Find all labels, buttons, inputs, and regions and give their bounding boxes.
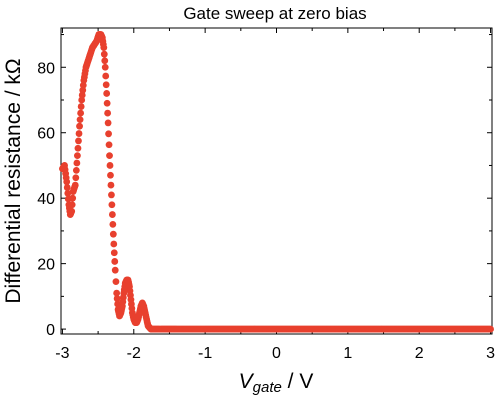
data-point: [104, 119, 112, 127]
x-tick-label: -3: [55, 345, 69, 362]
y-tick-label: 20: [37, 257, 55, 274]
data-point: [101, 63, 109, 71]
data-point: [74, 152, 81, 160]
data-point: [102, 81, 110, 89]
x-axis-label-sub: gate: [253, 379, 282, 396]
data-point: [108, 191, 115, 199]
data-point: [72, 174, 80, 182]
data-point: [113, 295, 121, 302]
data-point: [79, 86, 87, 94]
data-point: [64, 189, 72, 197]
data-point: [106, 162, 114, 169]
chart-title: Gate sweep at zero bias: [183, 4, 366, 23]
x-tick-label: 1: [343, 345, 352, 362]
data-point: [69, 194, 77, 202]
data-point: [112, 278, 120, 286]
data-point: [75, 137, 82, 145]
data-point: [111, 258, 119, 265]
data-point: [71, 181, 79, 189]
y-tick-label: 40: [37, 191, 55, 208]
data-point: [78, 91, 86, 99]
x-tick-label: -2: [127, 345, 141, 362]
data-point: [68, 201, 76, 209]
y-axis-label: Differential resistance / kΩ: [2, 58, 25, 303]
x-tick-label: 2: [415, 345, 424, 362]
data-point: [110, 249, 118, 257]
data-point: [78, 96, 86, 104]
data-point: [103, 99, 111, 107]
y-axis: 0 20 40 60 80: [37, 34, 492, 339]
data-point: [101, 57, 109, 65]
data-point: [63, 184, 71, 191]
data-series: [59, 31, 494, 333]
data-point: [73, 159, 81, 167]
data-point: [76, 116, 84, 124]
x-axis-label-unit: / V: [282, 370, 314, 393]
data-point: [72, 166, 80, 174]
data-point: [109, 230, 117, 238]
data-point: [105, 130, 112, 138]
data-point: [108, 211, 116, 218]
data-point: [63, 178, 71, 186]
x-axis-label-main: V: [239, 370, 255, 393]
y-tick-label: 0: [46, 322, 55, 339]
data-point: [76, 122, 83, 130]
data-point: [107, 181, 115, 189]
data-point: [108, 201, 116, 209]
y-tick-label: 60: [37, 126, 55, 143]
data-point: [110, 240, 118, 248]
data-point: [77, 103, 85, 110]
data-point: [102, 72, 110, 80]
data-point: [68, 207, 76, 215]
y-tick-label: 80: [37, 60, 55, 77]
data-point: [106, 152, 113, 160]
data-point: [100, 50, 108, 58]
data-point: [74, 144, 82, 152]
data-point: [105, 141, 113, 149]
x-tick-label: 3: [486, 345, 495, 362]
data-point: [109, 220, 117, 228]
data-point: [107, 171, 114, 179]
data-point: [103, 90, 111, 97]
data-point: [79, 81, 87, 89]
data-point: [100, 44, 108, 52]
x-tick-label: 0: [272, 345, 281, 362]
data-point: [111, 266, 119, 274]
data-point: [487, 325, 494, 333]
data-point: [75, 130, 83, 137]
x-axis-label: Vgate / V: [239, 370, 314, 396]
x-axis: -3 -2 -1 0 1 2 3: [55, 28, 495, 362]
data-point: [113, 289, 121, 297]
data-point: [77, 109, 85, 117]
x-tick-label: -1: [198, 345, 212, 362]
data-point: [104, 109, 112, 117]
